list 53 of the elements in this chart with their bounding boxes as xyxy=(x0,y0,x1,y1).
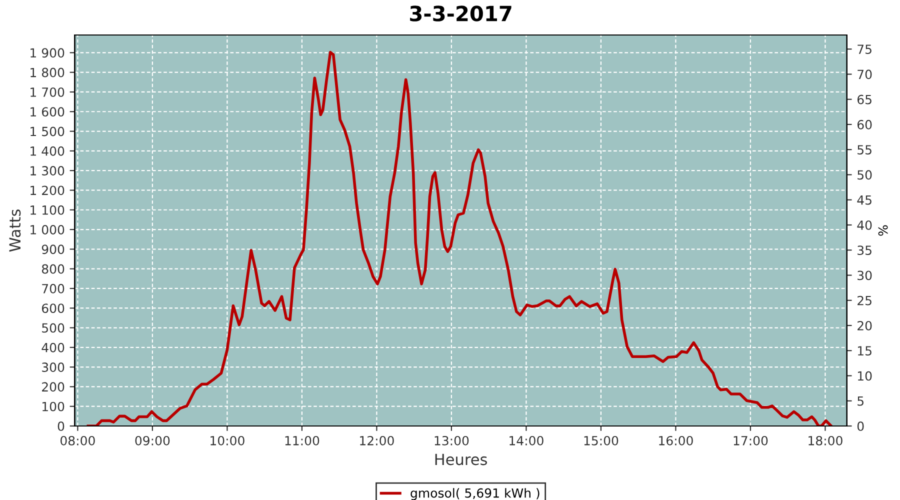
y-tick-label: 1 400 xyxy=(30,146,64,156)
y-tick-label: 100 xyxy=(42,402,64,412)
y-tick-label: 900 xyxy=(42,244,64,254)
y-tick-label: 1 600 xyxy=(30,107,64,117)
y-tick-label: 1 900 xyxy=(30,48,64,58)
chart-title: 3-3-2017 xyxy=(410,6,512,22)
y-tick-label: 200 xyxy=(42,382,64,392)
y-tick-label: 1 000 xyxy=(30,224,64,234)
y-tick-label: 0 xyxy=(58,421,64,431)
x-tick-label: 17:00 xyxy=(734,436,768,446)
y-tick-label: 800 xyxy=(42,264,64,274)
y-tick-label: 1 100 xyxy=(30,205,64,215)
y2-tick-label: 45 xyxy=(857,195,872,205)
y-tick-label: 1 300 xyxy=(30,166,64,176)
y-tick-label: 1 500 xyxy=(30,126,64,136)
x-tick-label: 11:00 xyxy=(285,436,320,446)
x-tick-label: 16:00 xyxy=(659,436,693,446)
y2-axis-title: % xyxy=(878,225,888,236)
x-tick-label: 09:00 xyxy=(135,436,170,446)
y2-tick-label: 0 xyxy=(857,421,864,431)
y2-tick-label: 60 xyxy=(857,120,872,130)
y2-tick-label: 50 xyxy=(858,170,872,180)
x-tick-label: 18:00 xyxy=(808,436,842,446)
x-tick-label: 08:00 xyxy=(60,436,95,446)
y2-tick-label: 15 xyxy=(858,346,872,356)
y2-tick-label: 25 xyxy=(858,296,872,306)
y2-tick-label: 35 xyxy=(858,246,872,256)
y2-tick-label: 10 xyxy=(858,371,872,381)
y2-tick-label: 30 xyxy=(858,270,872,280)
x-axis-title: Heures xyxy=(435,454,487,466)
y2-tick-label: 40 xyxy=(857,220,872,230)
y-tick-label: 1 700 xyxy=(30,87,64,97)
x-tick-label: 13:00 xyxy=(434,436,469,446)
y2-tick-label: 5 xyxy=(858,396,864,406)
y2-tick-label: 65 xyxy=(857,94,872,104)
y-axis-title: Watts xyxy=(9,210,21,252)
x-tick-label: 10:00 xyxy=(210,436,244,446)
legend-label: gmosol( 5,691 kWh ) xyxy=(410,488,540,500)
y-tick-label: 300 xyxy=(42,362,64,372)
y2-tick-label: 55 xyxy=(858,145,872,155)
y-tick-label: 1 200 xyxy=(30,186,64,196)
y-tick-label: 500 xyxy=(42,323,64,333)
y2-tick-label: 20 xyxy=(858,320,872,330)
x-tick-label: 15:00 xyxy=(584,436,618,446)
y-tick-label: 400 xyxy=(42,342,64,352)
y-tick-label: 600 xyxy=(42,304,64,314)
line-series xyxy=(86,50,833,426)
y-tick-label: 1 800 xyxy=(30,68,64,78)
y2-tick-label: 70 xyxy=(858,70,872,80)
y-tick-label: 700 xyxy=(42,284,64,294)
x-tick-label: 12:00 xyxy=(360,436,394,446)
x-tick-label: 14:00 xyxy=(510,436,544,446)
y2-tick-label: 75 xyxy=(858,44,872,54)
